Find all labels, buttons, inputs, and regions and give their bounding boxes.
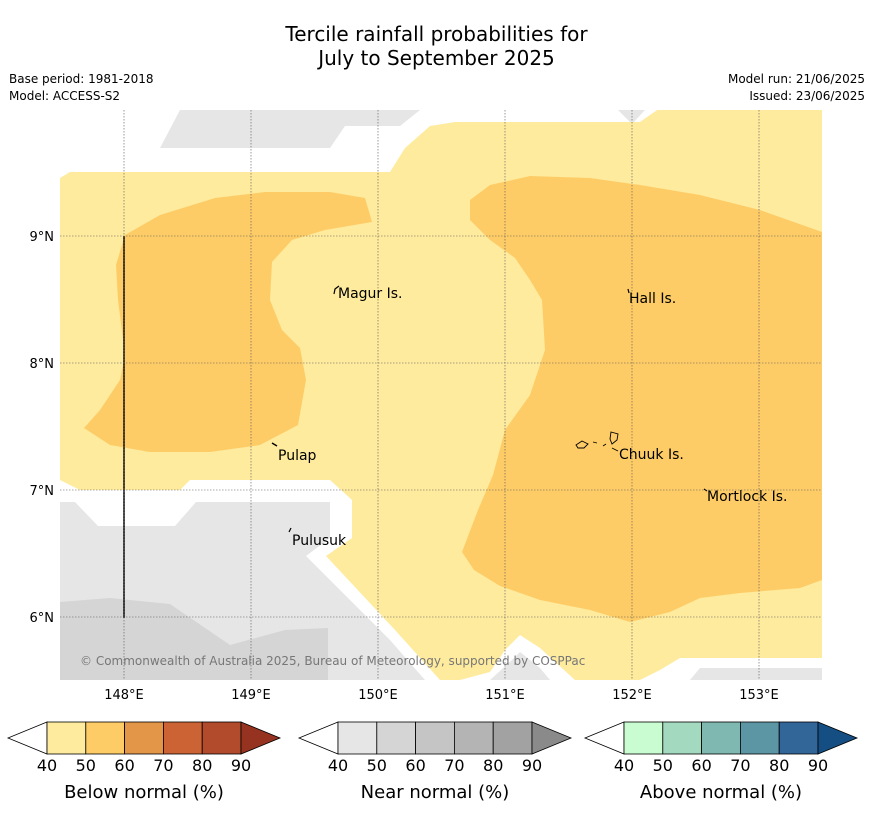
lat-tick-7n: 7°N bbox=[30, 484, 55, 499]
near-normal-40-region-bottom-right bbox=[690, 668, 822, 680]
copyright-notice: © Commonwealth of Australia 2025, Bureau… bbox=[80, 654, 585, 668]
above-colorbar-label: Above normal (%) bbox=[640, 782, 802, 803]
near-colorbar-tick: 80 bbox=[483, 756, 503, 775]
near-normal-40-region-top bbox=[160, 110, 420, 148]
above-colorbar-tick: 90 bbox=[808, 756, 828, 775]
label-pulap: Pulap bbox=[278, 448, 317, 464]
below-colorbar-tick: 90 bbox=[231, 756, 251, 775]
near-colorbar-segment bbox=[376, 721, 416, 755]
below-colorbar-over-triangle bbox=[240, 721, 282, 755]
near-colorbar-under-triangle bbox=[297, 721, 339, 755]
label-pulusuk: Pulusuk bbox=[292, 533, 347, 549]
base-period: Base period: 1981-2018 bbox=[9, 72, 154, 86]
meta-left: Base period: 1981-2018 Model: ACCESS-S2 bbox=[9, 71, 154, 105]
lon-tick-151e: 151°E bbox=[485, 688, 525, 703]
below-colorbar-under-triangle bbox=[6, 721, 48, 755]
below-colorbar-tick: 70 bbox=[153, 756, 173, 775]
above-colorbar-segment bbox=[740, 721, 780, 755]
lon-tick-152e: 152°E bbox=[612, 688, 652, 703]
near-colorbar-segment bbox=[453, 721, 494, 755]
meta-right: Model run: 21/06/2025 Issued: 23/06/2025 bbox=[728, 71, 865, 105]
probability-map: Magur Is. Hall Is. Pulap Chuuk Is. Mortl… bbox=[60, 110, 822, 680]
above-colorbar-segment bbox=[778, 721, 819, 755]
label-chuuk: Chuuk Is. bbox=[619, 447, 684, 463]
lon-tick-150e: 150°E bbox=[358, 688, 398, 703]
above-colorbar-segment bbox=[662, 721, 702, 755]
below-colorbar-tick: 60 bbox=[114, 756, 134, 775]
below-colorbar-segment bbox=[124, 721, 164, 755]
near-colorbar-segment bbox=[337, 721, 378, 755]
near-colorbar-tick: 40 bbox=[328, 756, 348, 775]
magur-island-mark bbox=[333, 285, 340, 295]
lon-tick-149e: 149°E bbox=[231, 688, 271, 703]
colorbar-below-normal: 40 50 60 70 80 90 Below normal (%) bbox=[6, 721, 282, 803]
near-colorbar-segment bbox=[415, 721, 455, 755]
hall-island-mark bbox=[627, 288, 630, 294]
near-colorbar-over-triangle bbox=[531, 721, 573, 755]
below-colorbar-segment bbox=[85, 721, 126, 755]
near-colorbar-segment bbox=[492, 721, 533, 755]
title-line-1: Tercile rainfall probabilities for bbox=[285, 22, 588, 46]
title-line-2: July to September 2025 bbox=[318, 46, 555, 70]
pulusuk-island-mark bbox=[288, 527, 292, 533]
above-colorbar-tick: 50 bbox=[653, 756, 673, 775]
above-colorbar-tick: 80 bbox=[769, 756, 789, 775]
chuuk-island-mark bbox=[575, 431, 619, 452]
map-title: Tercile rainfall probabilities for July … bbox=[0, 22, 873, 70]
below-normal-50-region-east bbox=[462, 176, 822, 622]
above-colorbar-under-triangle bbox=[583, 721, 625, 755]
near-normal-40-region-top-right bbox=[618, 110, 645, 124]
gridlines bbox=[60, 110, 822, 680]
near-colorbar-label: Near normal (%) bbox=[361, 782, 510, 803]
lat-tick-6n: 6°N bbox=[30, 611, 55, 626]
near-colorbar-tick: 60 bbox=[405, 756, 425, 775]
lat-tick-8n: 8°N bbox=[30, 357, 55, 372]
lon-tick-153e: 153°E bbox=[739, 688, 779, 703]
lat-tick-9n: 9°N bbox=[30, 230, 55, 245]
lon-tick-148e: 148°E bbox=[104, 688, 144, 703]
above-colorbar-tick: 70 bbox=[730, 756, 750, 775]
below-colorbar-tick: 40 bbox=[37, 756, 57, 775]
near-normal-50-region bbox=[60, 598, 328, 680]
below-colorbar-segment bbox=[46, 721, 87, 755]
longitude-ticks: 148°E 149°E 150°E 151°E 152°E 153°E bbox=[104, 688, 779, 703]
model-name: Model: ACCESS-S2 bbox=[9, 89, 121, 103]
near-colorbar-tick: 70 bbox=[444, 756, 464, 775]
above-colorbar-tick: 40 bbox=[614, 756, 634, 775]
above-colorbar-tick: 60 bbox=[691, 756, 711, 775]
colorbar-above-normal: 40 50 60 70 80 90 Above normal (%) bbox=[583, 721, 859, 803]
near-normal-40-region-bottom-mid bbox=[490, 652, 550, 680]
below-normal-50-region-west bbox=[84, 192, 372, 452]
above-colorbar-segment bbox=[701, 721, 741, 755]
near-colorbar-tick: 50 bbox=[367, 756, 387, 775]
label-hall: Hall Is. bbox=[629, 291, 676, 307]
above-colorbar-over-triangle bbox=[817, 721, 859, 755]
latitude-ticks: 9°N 8°N 7°N 6°N bbox=[30, 230, 55, 626]
pulap-island-mark bbox=[271, 442, 278, 447]
below-colorbar-label: Below normal (%) bbox=[64, 782, 224, 803]
below-colorbar-tick: 80 bbox=[192, 756, 212, 775]
below-colorbar-segment bbox=[162, 721, 203, 755]
issued-date: Issued: 23/06/2025 bbox=[749, 89, 865, 103]
above-colorbar-segment bbox=[623, 721, 664, 755]
label-mortlock: Mortlock Is. bbox=[707, 489, 787, 505]
near-colorbar-tick: 90 bbox=[522, 756, 542, 775]
colorbar-near-normal: 40 50 60 70 80 90 Near normal (%) bbox=[297, 721, 573, 803]
label-magur: Magur Is. bbox=[338, 286, 403, 302]
model-run: Model run: 21/06/2025 bbox=[727, 72, 865, 86]
below-colorbar-tick: 50 bbox=[76, 756, 96, 775]
below-colorbar-segment bbox=[201, 721, 242, 755]
